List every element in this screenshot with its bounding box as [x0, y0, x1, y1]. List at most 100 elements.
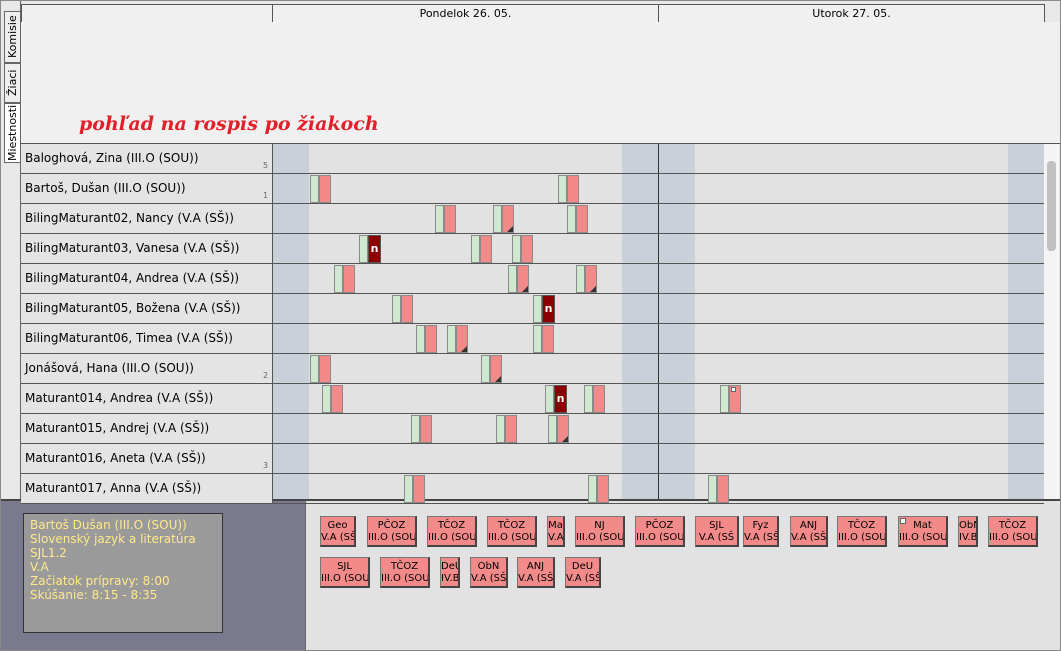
exam-card[interactable]: Ma V.A	[547, 516, 565, 547]
slot-exam[interactable]	[425, 325, 437, 353]
student-name[interactable]: BilingMaturant04, Andrea (V.A (SŠ))	[21, 264, 273, 294]
slot-exam[interactable]	[444, 205, 456, 233]
row-line	[272, 263, 1044, 264]
exam-card[interactable]: DeU V.A (SŠ	[565, 557, 601, 588]
slot-exam[interactable]	[331, 385, 343, 413]
slot-exam[interactable]	[517, 265, 529, 293]
scrollbar[interactable]	[1044, 144, 1059, 499]
slot-prep[interactable]	[411, 415, 420, 443]
slot-prep[interactable]	[548, 415, 557, 443]
student-name[interactable]: BilingMaturant03, Vanesa (V.A (SŠ))	[21, 234, 273, 264]
exam-card[interactable]: ANJ V.A (SŠ	[517, 557, 555, 588]
slot-exam[interactable]	[319, 175, 331, 203]
slot-absent[interactable]: n	[554, 385, 567, 413]
slot-exam[interactable]	[576, 205, 588, 233]
tab[interactable]: Komisie	[4, 11, 21, 63]
slot-prep[interactable]	[322, 385, 331, 413]
slot-prep[interactable]	[512, 235, 521, 263]
slot-prep[interactable]	[508, 265, 517, 293]
slot-exam[interactable]	[343, 265, 355, 293]
slot-exam[interactable]	[413, 475, 425, 503]
slot-exam[interactable]	[319, 355, 331, 383]
slot-prep[interactable]	[447, 325, 456, 353]
exam-card[interactable]: DeUIV.B	[440, 557, 460, 588]
slot-prep[interactable]	[533, 295, 542, 323]
student-name[interactable]: BilingMaturant05, Božena (V.A (SŠ))	[21, 294, 273, 324]
exam-card[interactable]: TČOZ III.O (SOU	[487, 516, 537, 547]
slot-prep[interactable]	[310, 355, 319, 383]
slot-exam[interactable]	[401, 295, 413, 323]
student-name[interactable]: Maturant015, Andrej (V.A (SŠ))	[21, 414, 273, 444]
slot-prep[interactable]	[416, 325, 425, 353]
student-name[interactable]: Jonášová, Hana (III.O (SOU))	[21, 354, 273, 384]
slot-exam[interactable]	[557, 415, 569, 443]
exam-card[interactable]: Geo V.A (SŠ	[320, 516, 356, 547]
slot-exam[interactable]	[505, 415, 517, 443]
slot-prep[interactable]	[310, 175, 319, 203]
exam-card[interactable]: ObNIV.B	[958, 516, 978, 547]
slot-exam[interactable]	[597, 475, 609, 503]
slot-exam[interactable]	[521, 235, 533, 263]
exam-card[interactable]: TČOZ III.O (SOU	[837, 516, 887, 547]
slot-exam[interactable]	[480, 235, 492, 263]
card-flag	[900, 518, 906, 524]
slot-prep[interactable]	[496, 415, 505, 443]
student-name[interactable]: Baloghová, Zina (III.O (SOU))	[21, 144, 273, 174]
exam-card[interactable]: SJL V.A (SŠ	[695, 516, 739, 547]
slot-prep[interactable]	[576, 265, 585, 293]
slot-exam[interactable]	[542, 325, 554, 353]
slot-prep[interactable]	[359, 235, 368, 263]
slot-prep[interactable]	[493, 205, 502, 233]
slot-prep[interactable]	[533, 325, 542, 353]
exam-card[interactable]: Mat III.O (SOU	[898, 516, 948, 547]
student-name[interactable]: Maturant017, Anna (V.A (SŠ))	[21, 474, 273, 504]
exam-card[interactable]: NJ III.O (SOU	[575, 516, 625, 547]
exam-card[interactable]: Fyz V.A (SŠ	[743, 516, 779, 547]
slot-prep[interactable]	[471, 235, 480, 263]
slot-prep[interactable]	[545, 385, 554, 413]
slot-prep[interactable]	[558, 175, 567, 203]
exam-card[interactable]: TČOZ III.O (SOU	[380, 557, 430, 588]
slot-prep[interactable]	[481, 355, 490, 383]
slot-prep[interactable]	[588, 475, 597, 503]
tab[interactable]: Miestnosti	[4, 103, 21, 163]
student-name[interactable]: BilingMaturant06, Timea (V.A (SŠ))	[21, 324, 273, 354]
slot-prep[interactable]	[435, 205, 444, 233]
slot-exam[interactable]	[729, 385, 741, 413]
student-name[interactable]: BilingMaturant02, Nancy (V.A (SŠ))	[21, 204, 273, 234]
student-name[interactable]: Bartoš, Dušan (III.O (SOU))	[21, 174, 273, 204]
slot-exam[interactable]	[490, 355, 502, 383]
slot-absent[interactable]: n	[368, 235, 381, 263]
slot-exam[interactable]	[585, 265, 597, 293]
card-subject: DeU	[571, 561, 594, 572]
slot-exam[interactable]	[593, 385, 605, 413]
row-count: 5	[263, 161, 269, 170]
slot-prep[interactable]	[334, 265, 343, 293]
slot-exam[interactable]	[456, 325, 468, 353]
slot-prep[interactable]	[708, 475, 717, 503]
slot-exam[interactable]	[420, 415, 432, 443]
card-subject: TČOZ	[998, 520, 1027, 531]
slot-prep[interactable]	[392, 295, 401, 323]
slot-prep[interactable]	[567, 205, 576, 233]
slot-exam[interactable]	[717, 475, 729, 503]
student-name[interactable]: Maturant016, Aneta (V.A (SŠ))	[21, 444, 273, 474]
scroll-thumb[interactable]	[1047, 161, 1056, 251]
student-name[interactable]: Maturant014, Andrea (V.A (SŠ))	[21, 384, 273, 414]
exam-card[interactable]: SJL III.O (SOU	[320, 557, 370, 588]
exam-card[interactable]: PČOZ III.O (SOU	[635, 516, 685, 547]
exam-card[interactable]: PČOZ III.O (SOU	[367, 516, 417, 547]
slot-exam[interactable]	[502, 205, 514, 233]
slot-prep[interactable]	[584, 385, 593, 413]
slot-corner	[507, 226, 513, 232]
slot-prep[interactable]	[720, 385, 729, 413]
exam-card[interactable]: ObN V.A (SŠ	[470, 557, 508, 588]
card-class: III.O (SOU	[428, 532, 477, 543]
exam-card[interactable]: TČOZ III.O (SOU	[988, 516, 1038, 547]
slot-absent[interactable]: n	[542, 295, 555, 323]
exam-card[interactable]: TČOZ III.O (SOU	[427, 516, 477, 547]
slot-exam[interactable]	[567, 175, 579, 203]
tab[interactable]: Žiaci	[4, 63, 21, 103]
slot-prep[interactable]	[404, 475, 413, 503]
exam-card[interactable]: ANJ V.A (SŠ	[790, 516, 828, 547]
